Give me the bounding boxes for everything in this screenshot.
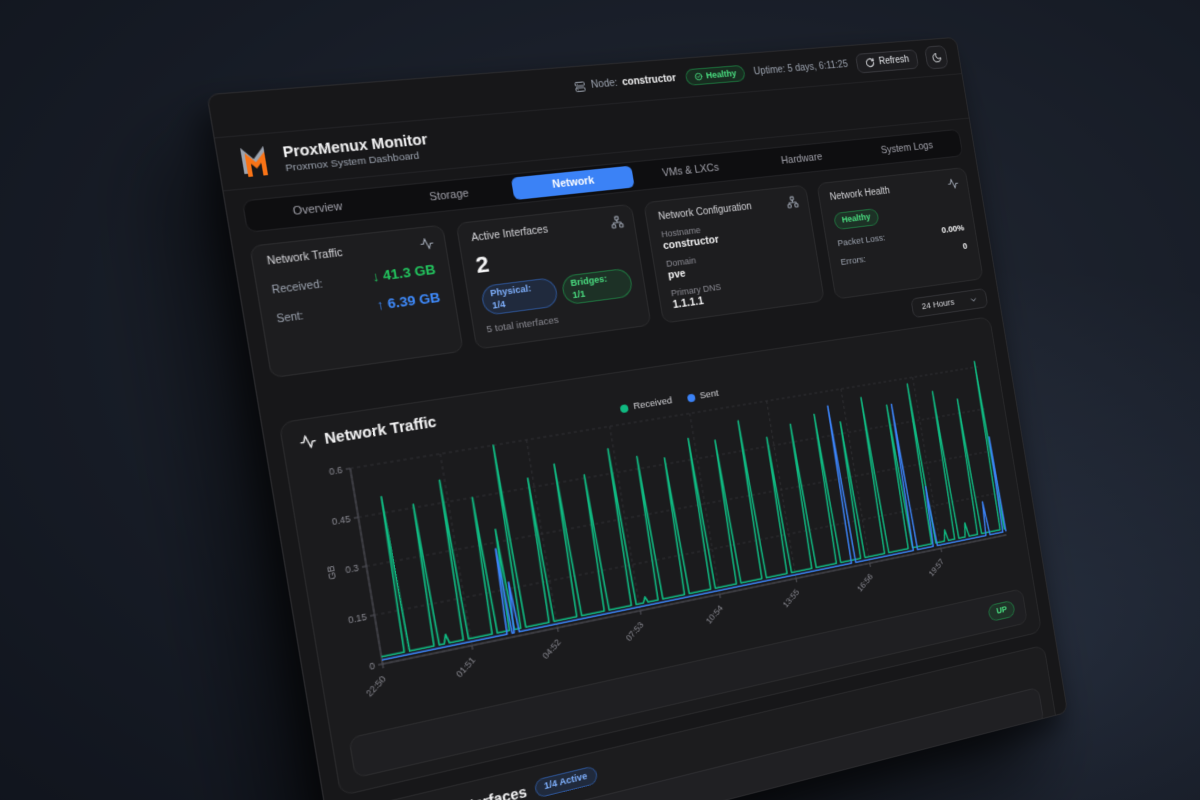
- svg-text:16:56: 16:56: [855, 572, 874, 594]
- tab-vms-lxcs[interactable]: VMs & LXCs: [661, 161, 720, 180]
- network-health-card: Network Health Healthy Packet Loss: 0.00…: [815, 167, 984, 300]
- refresh-button[interactable]: Refresh: [854, 49, 920, 74]
- node-name: constructor: [621, 73, 677, 89]
- svg-text:07:53: 07:53: [624, 620, 646, 643]
- check-circle-icon: [693, 72, 703, 81]
- tab-network[interactable]: Network: [510, 165, 635, 201]
- chevron-down-icon: [969, 294, 979, 304]
- svg-text:13:55: 13:55: [781, 587, 801, 609]
- network-configuration-card: Network Configuration Hostname construct…: [643, 184, 825, 324]
- svg-text:0.3: 0.3: [344, 563, 359, 576]
- svg-text:04:52: 04:52: [540, 637, 563, 661]
- traffic-chart: 0 0.15 0.3 0.45 0.6 22:50 01:51 04:52 07:53 10:54…: [304, 358, 1021, 725]
- active-count-badge: 1/4 Active: [533, 765, 598, 799]
- network-traffic-chart-card: Network Traffic Received Sent 0 0.15 0.3 0.…: [278, 316, 1043, 797]
- activity-icon: [418, 236, 434, 251]
- section-title: Physical Interfaces: [388, 783, 528, 800]
- physical-count-badge: Physical: 1/4: [479, 276, 559, 317]
- dashboard-window: Node: constructor Healthy Uptime: 5 days…: [206, 36, 1069, 800]
- server-icon: [573, 80, 587, 93]
- time-range-select[interactable]: 24 Hours: [910, 288, 989, 319]
- svg-text:10:54: 10:54: [704, 603, 725, 626]
- arrow-down-icon: ↓: [370, 267, 381, 285]
- proxmenux-logo: [235, 143, 275, 178]
- card-title: Network Traffic: [266, 247, 344, 268]
- node-label: Node:: [590, 77, 619, 91]
- activity-icon: [298, 432, 318, 451]
- active-interfaces-card: Active Interfaces 2 Physical: 1/4 Bridge…: [455, 203, 652, 350]
- bridges-count-badge: Bridges: 1/1: [560, 267, 634, 306]
- svg-text:0.15: 0.15: [347, 611, 367, 625]
- svg-text:22:50: 22:50: [364, 674, 389, 699]
- network-tree-icon: [785, 195, 799, 209]
- node-status: Node: constructor: [573, 73, 677, 93]
- svg-text:01:51: 01:51: [454, 655, 478, 679]
- network-traffic-card: Network Traffic Received: ↓ 41.3 GB Sent…: [249, 224, 464, 379]
- refresh-icon: [864, 57, 875, 68]
- tab-overview[interactable]: Overview: [291, 200, 344, 219]
- tab-hardware[interactable]: Hardware: [780, 151, 824, 167]
- network-nodes-icon: [610, 215, 625, 229]
- moon-icon: [930, 51, 942, 63]
- health-badge: Healthy: [832, 208, 880, 230]
- activity-icon: [947, 177, 960, 190]
- svg-text:0: 0: [369, 660, 376, 671]
- tab-storage[interactable]: Storage: [428, 187, 470, 204]
- up-status-badge: UP: [987, 599, 1016, 622]
- uptime-text: Uptime: 5 days, 6:11:25: [753, 59, 849, 78]
- received-row: Received: ↓ 41.3 GB: [271, 261, 437, 297]
- svg-text:19:57: 19:57: [927, 557, 946, 578]
- tab-system-logs[interactable]: System Logs: [880, 139, 934, 157]
- health-status-badge: Healthy: [684, 64, 747, 87]
- sent-row: Sent: ↑ 6.39 GB: [275, 289, 442, 326]
- svg-text:0.6: 0.6: [328, 465, 343, 478]
- dark-mode-toggle[interactable]: [924, 45, 949, 70]
- svg-text:GB: GB: [325, 565, 338, 581]
- arrow-up-icon: ↑: [375, 296, 386, 313]
- svg-text:0.45: 0.45: [331, 514, 351, 528]
